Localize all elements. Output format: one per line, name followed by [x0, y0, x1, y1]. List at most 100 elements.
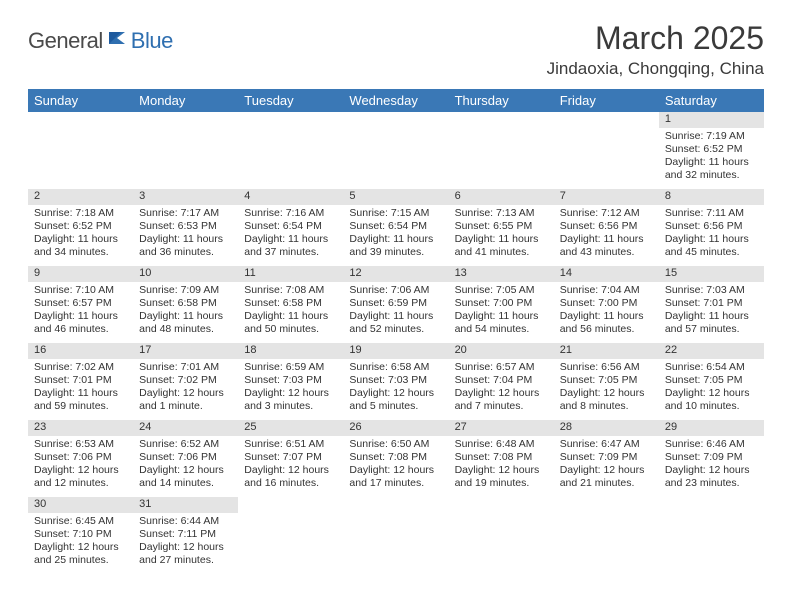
weekday-header: Friday [554, 89, 659, 112]
calendar-day-cell: 10Sunrise: 7:09 AMSunset: 6:58 PMDayligh… [133, 266, 238, 343]
sunset-text: Sunset: 7:07 PM [244, 451, 337, 464]
day-number: 26 [343, 420, 448, 436]
sunset-text: Sunset: 7:10 PM [34, 528, 127, 541]
sunrise-text: Sunrise: 6:57 AM [455, 361, 548, 374]
day-body: Sunrise: 6:56 AMSunset: 7:05 PMDaylight:… [554, 359, 659, 418]
calendar-day-cell [554, 497, 659, 574]
sunset-text: Sunset: 6:55 PM [455, 220, 548, 233]
sunrise-text: Sunrise: 6:51 AM [244, 438, 337, 451]
sunset-text: Sunset: 7:02 PM [139, 374, 232, 387]
calendar-day-cell [554, 112, 659, 189]
sunrise-text: Sunrise: 7:11 AM [665, 207, 758, 220]
logo-text-blue: Blue [131, 28, 173, 54]
day-number: 1 [659, 112, 764, 128]
sunrise-text: Sunrise: 6:52 AM [139, 438, 232, 451]
sunset-text: Sunset: 6:54 PM [244, 220, 337, 233]
day-number: 14 [554, 266, 659, 282]
sunset-text: Sunset: 7:01 PM [34, 374, 127, 387]
sunset-text: Sunset: 6:56 PM [560, 220, 653, 233]
sunrise-text: Sunrise: 7:18 AM [34, 207, 127, 220]
calendar-day-cell [343, 497, 448, 574]
daylight-text: Daylight: 11 hours and 45 minutes. [665, 233, 758, 259]
day-number: 9 [28, 266, 133, 282]
calendar-table: Sunday Monday Tuesday Wednesday Thursday… [28, 89, 764, 574]
daylight-text: Daylight: 12 hours and 17 minutes. [349, 464, 442, 490]
calendar-day-cell: 15Sunrise: 7:03 AMSunset: 7:01 PMDayligh… [659, 266, 764, 343]
sunrise-text: Sunrise: 7:13 AM [455, 207, 548, 220]
sunset-text: Sunset: 6:56 PM [665, 220, 758, 233]
calendar-day-cell: 31Sunrise: 6:44 AMSunset: 7:11 PMDayligh… [133, 497, 238, 574]
sunset-text: Sunset: 7:08 PM [455, 451, 548, 464]
weekday-header: Monday [133, 89, 238, 112]
calendar-day-cell [238, 497, 343, 574]
daylight-text: Daylight: 11 hours and 37 minutes. [244, 233, 337, 259]
calendar-day-cell: 23Sunrise: 6:53 AMSunset: 7:06 PMDayligh… [28, 420, 133, 497]
day-body: Sunrise: 6:44 AMSunset: 7:11 PMDaylight:… [133, 513, 238, 572]
calendar-day-cell: 27Sunrise: 6:48 AMSunset: 7:08 PMDayligh… [449, 420, 554, 497]
day-body: Sunrise: 6:50 AMSunset: 7:08 PMDaylight:… [343, 436, 448, 495]
calendar-day-cell: 25Sunrise: 6:51 AMSunset: 7:07 PMDayligh… [238, 420, 343, 497]
daylight-text: Daylight: 12 hours and 16 minutes. [244, 464, 337, 490]
daylight-text: Daylight: 12 hours and 23 minutes. [665, 464, 758, 490]
sunrise-text: Sunrise: 6:45 AM [34, 515, 127, 528]
day-body: Sunrise: 7:16 AMSunset: 6:54 PMDaylight:… [238, 205, 343, 264]
calendar-day-cell: 19Sunrise: 6:58 AMSunset: 7:03 PMDayligh… [343, 343, 448, 420]
day-number: 24 [133, 420, 238, 436]
sunset-text: Sunset: 7:11 PM [139, 528, 232, 541]
sunrise-text: Sunrise: 7:17 AM [139, 207, 232, 220]
daylight-text: Daylight: 11 hours and 54 minutes. [455, 310, 548, 336]
calendar-week-row: 30Sunrise: 6:45 AMSunset: 7:10 PMDayligh… [28, 497, 764, 574]
calendar-day-cell [659, 497, 764, 574]
sunset-text: Sunset: 7:01 PM [665, 297, 758, 310]
day-body: Sunrise: 7:12 AMSunset: 6:56 PMDaylight:… [554, 205, 659, 264]
calendar-day-cell: 8Sunrise: 7:11 AMSunset: 6:56 PMDaylight… [659, 189, 764, 266]
weekday-header: Thursday [449, 89, 554, 112]
daylight-text: Daylight: 12 hours and 19 minutes. [455, 464, 548, 490]
day-body: Sunrise: 7:02 AMSunset: 7:01 PMDaylight:… [28, 359, 133, 418]
calendar-day-cell: 5Sunrise: 7:15 AMSunset: 6:54 PMDaylight… [343, 189, 448, 266]
calendar-day-cell: 18Sunrise: 6:59 AMSunset: 7:03 PMDayligh… [238, 343, 343, 420]
sunset-text: Sunset: 7:08 PM [349, 451, 442, 464]
calendar-day-cell: 28Sunrise: 6:47 AMSunset: 7:09 PMDayligh… [554, 420, 659, 497]
calendar-day-cell: 11Sunrise: 7:08 AMSunset: 6:58 PMDayligh… [238, 266, 343, 343]
daylight-text: Daylight: 11 hours and 43 minutes. [560, 233, 653, 259]
day-number: 16 [28, 343, 133, 359]
day-number: 27 [449, 420, 554, 436]
daylight-text: Daylight: 11 hours and 32 minutes. [665, 156, 758, 182]
sunrise-text: Sunrise: 6:56 AM [560, 361, 653, 374]
day-body: Sunrise: 6:53 AMSunset: 7:06 PMDaylight:… [28, 436, 133, 495]
calendar-week-row: 2Sunrise: 7:18 AMSunset: 6:52 PMDaylight… [28, 189, 764, 266]
sunset-text: Sunset: 6:58 PM [139, 297, 232, 310]
sunrise-text: Sunrise: 7:12 AM [560, 207, 653, 220]
sunrise-text: Sunrise: 7:02 AM [34, 361, 127, 374]
daylight-text: Daylight: 11 hours and 39 minutes. [349, 233, 442, 259]
daylight-text: Daylight: 12 hours and 12 minutes. [34, 464, 127, 490]
calendar-day-cell: 16Sunrise: 7:02 AMSunset: 7:01 PMDayligh… [28, 343, 133, 420]
daylight-text: Daylight: 11 hours and 50 minutes. [244, 310, 337, 336]
daylight-text: Daylight: 11 hours and 34 minutes. [34, 233, 127, 259]
day-number: 4 [238, 189, 343, 205]
sunrise-text: Sunrise: 6:50 AM [349, 438, 442, 451]
day-body: Sunrise: 6:54 AMSunset: 7:05 PMDaylight:… [659, 359, 764, 418]
daylight-text: Daylight: 12 hours and 8 minutes. [560, 387, 653, 413]
sunrise-text: Sunrise: 7:06 AM [349, 284, 442, 297]
calendar-day-cell: 14Sunrise: 7:04 AMSunset: 7:00 PMDayligh… [554, 266, 659, 343]
calendar-day-cell: 20Sunrise: 6:57 AMSunset: 7:04 PMDayligh… [449, 343, 554, 420]
day-number: 17 [133, 343, 238, 359]
weekday-header: Wednesday [343, 89, 448, 112]
daylight-text: Daylight: 11 hours and 48 minutes. [139, 310, 232, 336]
day-number: 19 [343, 343, 448, 359]
sunset-text: Sunset: 7:03 PM [349, 374, 442, 387]
sunset-text: Sunset: 7:09 PM [665, 451, 758, 464]
daylight-text: Daylight: 12 hours and 14 minutes. [139, 464, 232, 490]
sunrise-text: Sunrise: 6:46 AM [665, 438, 758, 451]
day-body: Sunrise: 7:13 AMSunset: 6:55 PMDaylight:… [449, 205, 554, 264]
calendar-day-cell: 17Sunrise: 7:01 AMSunset: 7:02 PMDayligh… [133, 343, 238, 420]
sunrise-text: Sunrise: 7:15 AM [349, 207, 442, 220]
sunrise-text: Sunrise: 7:08 AM [244, 284, 337, 297]
calendar-day-cell: 1Sunrise: 7:19 AMSunset: 6:52 PMDaylight… [659, 112, 764, 189]
day-number: 2 [28, 189, 133, 205]
weekday-header: Sunday [28, 89, 133, 112]
header: General Blue March 2025 Jindaoxia, Chong… [28, 20, 764, 79]
day-number: 21 [554, 343, 659, 359]
